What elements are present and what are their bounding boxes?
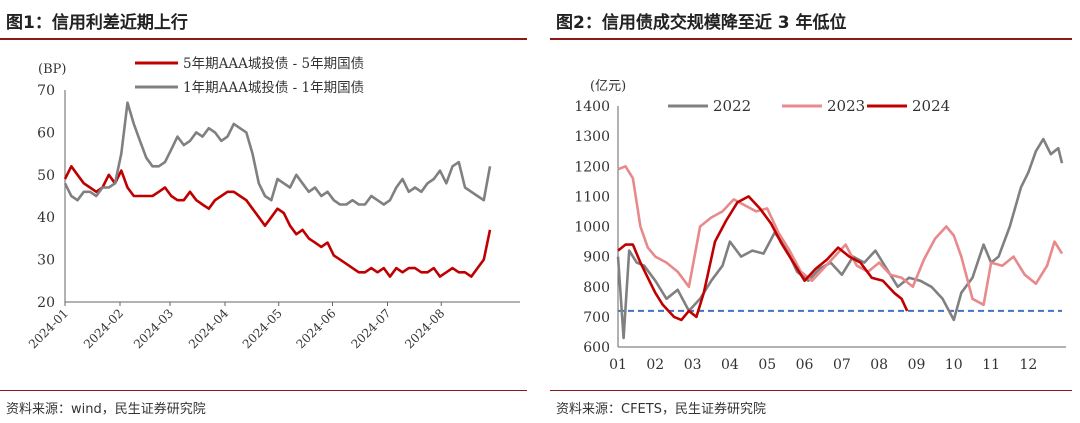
x-tick-label: 08 (870, 357, 888, 373)
x-tick-label: 09 (908, 357, 926, 373)
x-tick-label: 06 (796, 357, 814, 373)
right-title-rule (550, 38, 1072, 40)
y-tick-label: 800 (583, 280, 610, 296)
x-tick-label: 2024-05 (240, 306, 285, 351)
y-tick-label: 70 (37, 83, 55, 99)
y-tick-label: 1400 (574, 99, 610, 115)
x-tick-label: 02 (646, 357, 664, 373)
x-tick-label: 11 (982, 357, 1000, 373)
y-tick-label: 30 (37, 253, 55, 269)
legend-label-2: 1年期AAA城投债 - 1年期国债 (183, 80, 364, 96)
y-tick-label: 900 (583, 250, 610, 266)
y-axis-unit-label: (亿元) (590, 79, 626, 94)
y-tick-label: 700 (583, 310, 610, 326)
y-tick-label: 20 (37, 295, 55, 311)
x-tick-label: 12 (1020, 357, 1038, 373)
series-line-2024 (617, 195, 909, 322)
legend-label-1: 5年期AAA城投债 - 5年期国债 (183, 56, 364, 72)
y-tick-label: 1200 (574, 159, 610, 175)
x-tick-label: 10 (945, 357, 963, 373)
right-chart-panel: 图2：信用债成交规模降至近 3 年低位 (亿元) 600 700 800 900 1000… (550, 0, 1080, 423)
series-line-1 (63, 165, 492, 278)
x-tick-label: 2024-08 (402, 306, 447, 351)
right-chart-title: 图2：信用债成交规模降至近 3 年低位 (556, 13, 847, 33)
x-tick-label: 2024-03 (131, 306, 176, 351)
x-tick-label: 2024-02 (81, 306, 126, 351)
x-tick-label: 07 (833, 357, 851, 373)
y-tick-label: 1000 (574, 220, 610, 236)
x-tick-label: 04 (721, 357, 739, 373)
legend-label-2024: 2024 (912, 97, 950, 115)
x-tick-label: 2024-04 (186, 306, 231, 351)
series-line-2023 (617, 165, 1064, 307)
y-axis-unit-label: (BP) (38, 62, 66, 77)
right-chart-svg: (亿元) 600 700 800 900 1000 1100 1200 1300 1400 01 02… (574, 79, 1066, 373)
x-tick-label: 2024-07 (348, 306, 393, 351)
left-chart-panel: 图1：信用利差近期上行 (BP) 20 30 40 50 60 70 2024-01 2024-… (0, 0, 535, 423)
series-line-2 (63, 101, 492, 206)
right-source-note: 资料来源：CFETS，民生证券研究院 (556, 402, 766, 417)
y-tick-label: 60 (37, 125, 55, 141)
legend-label-2022: 2022 (713, 97, 751, 115)
left-chart-title: 图1：信用利差近期上行 (6, 13, 188, 33)
x-tick-label: 2024-06 (293, 306, 338, 351)
right-source-rule (550, 390, 1072, 391)
x-tick-label: 2024-01 (26, 306, 71, 351)
left-source-note: 资料来源：wind，民生证券研究院 (6, 402, 206, 417)
left-source-rule (0, 390, 527, 391)
left-title-rule (0, 38, 527, 40)
y-tick-label: 600 (583, 340, 610, 356)
x-tick-label: 01 (609, 357, 627, 373)
y-tick-label: 50 (37, 168, 55, 184)
legend-label-2023: 2023 (827, 97, 865, 115)
y-tick-label: 1300 (574, 129, 610, 145)
x-tick-label: 03 (684, 357, 702, 373)
series-line-2022 (616, 137, 1064, 340)
y-tick-label: 1100 (574, 189, 610, 205)
y-tick-label: 40 (37, 210, 55, 226)
x-tick-label: 05 (758, 357, 776, 373)
